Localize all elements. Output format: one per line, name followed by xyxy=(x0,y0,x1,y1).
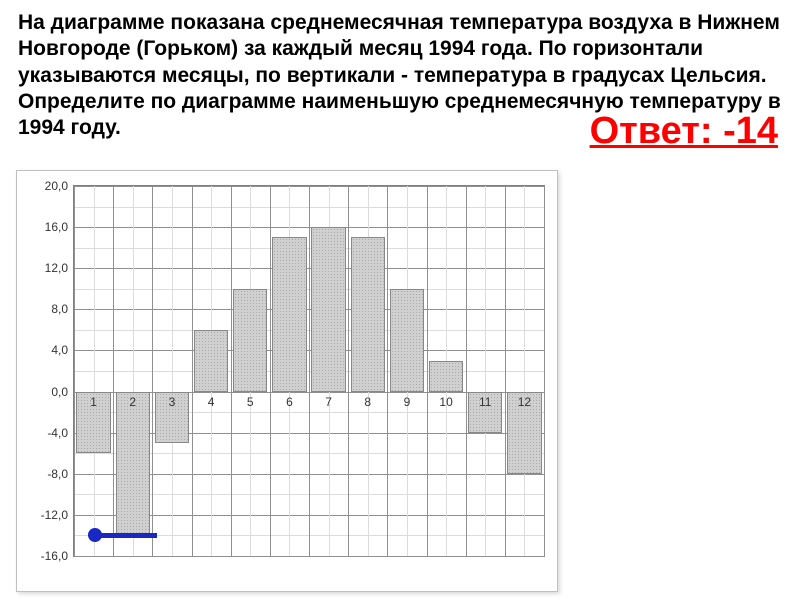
x-gridline xyxy=(544,186,545,556)
x-axis-label: 2 xyxy=(129,395,136,409)
x-minor-gridline xyxy=(524,186,525,556)
x-gridline xyxy=(152,186,153,556)
chart-panel: -16,0 -12,0 -8,0 -4,0 0,0 4,0 8,0 12,0 16,0 20,0 1… xyxy=(16,170,558,592)
bar xyxy=(390,289,424,392)
bar xyxy=(233,289,267,392)
x-axis-label: 8 xyxy=(364,395,371,409)
x-minor-gridline xyxy=(172,186,173,556)
y-axis-label: 0,0 xyxy=(51,385,68,399)
x-gridline xyxy=(74,186,75,556)
x-gridline xyxy=(505,186,506,556)
chart-plot-area: -16,0-12,0-8,0-4,00,04,08,012,016,020,01… xyxy=(73,185,545,557)
bar xyxy=(116,392,150,536)
y-axis-label: -4,0 xyxy=(47,426,68,440)
y-axis-label: 12,0 xyxy=(45,261,68,275)
y-axis-label: 20,0 xyxy=(45,179,68,193)
bar xyxy=(351,237,385,391)
y-gridline xyxy=(74,556,544,557)
x-axis-label: 10 xyxy=(439,395,452,409)
y-axis-label: -12,0 xyxy=(41,508,68,522)
x-axis-label: 4 xyxy=(208,395,215,409)
x-gridline xyxy=(348,186,349,556)
x-minor-gridline xyxy=(94,186,95,556)
x-axis-label: 5 xyxy=(247,395,254,409)
x-gridline xyxy=(270,186,271,556)
x-gridline xyxy=(309,186,310,556)
bar xyxy=(429,361,463,392)
x-axis-label: 12 xyxy=(518,395,531,409)
x-gridline xyxy=(466,186,467,556)
x-axis-label: 7 xyxy=(325,395,332,409)
bar xyxy=(272,237,306,391)
bar xyxy=(194,330,228,392)
x-minor-gridline xyxy=(485,186,486,556)
y-axis-label: -16,0 xyxy=(41,549,68,563)
x-axis-label: 9 xyxy=(404,395,411,409)
bar xyxy=(311,227,345,391)
x-axis-label: 6 xyxy=(286,395,293,409)
y-axis-label: 4,0 xyxy=(51,343,68,357)
answer-text: Ответ: -14 xyxy=(590,110,778,153)
x-gridline xyxy=(231,186,232,556)
x-gridline xyxy=(192,186,193,556)
x-axis-label: 3 xyxy=(169,395,176,409)
x-gridline xyxy=(113,186,114,556)
x-axis-label: 11 xyxy=(479,395,491,409)
y-axis-label: 16,0 xyxy=(45,220,68,234)
x-gridline xyxy=(427,186,428,556)
y-axis-label: 8,0 xyxy=(51,302,68,316)
min-line-marker xyxy=(95,533,158,538)
x-axis-label: 1 xyxy=(90,395,97,409)
y-axis-label: -8,0 xyxy=(47,467,68,481)
x-gridline xyxy=(387,186,388,556)
